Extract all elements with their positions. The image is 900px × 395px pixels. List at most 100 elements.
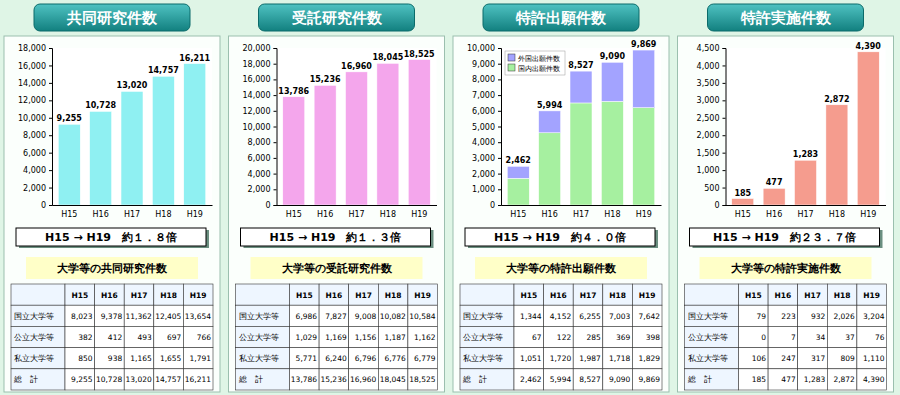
tick-label: 3,000	[697, 96, 720, 105]
tick: 10,000	[18, 114, 52, 123]
data-label: 10,728	[85, 101, 116, 110]
table-text: 13,786	[291, 375, 317, 384]
tick-mark	[274, 174, 277, 175]
table-cell	[183, 326, 213, 347]
y-axis: 01,0002,0003,0004,0005,0006,0007,0008,00…	[467, 44, 502, 210]
plot-area	[726, 48, 886, 205]
table-cell	[768, 348, 798, 369]
table-text: 477	[781, 375, 796, 384]
tick-label: 1,500	[697, 149, 720, 158]
bar-segment	[570, 71, 592, 103]
tick-label: 8,000	[23, 131, 46, 140]
title-banner	[483, 4, 639, 31]
table-title-box	[251, 257, 423, 279]
tick: 4,000	[23, 166, 52, 175]
table-cell	[460, 305, 514, 326]
table-cell	[236, 284, 290, 305]
table-cell	[183, 369, 213, 390]
tick-label: 2,000	[697, 131, 720, 140]
tick: 18,000	[18, 44, 52, 53]
tick: H16	[317, 205, 333, 219]
bar	[283, 97, 305, 205]
table-text: 15,236	[320, 375, 346, 384]
total-label: 5,994	[537, 101, 563, 110]
table-cell	[739, 284, 769, 305]
tick-label: 9,000	[472, 60, 495, 69]
tick: 8,000	[23, 131, 52, 140]
table-cell	[573, 326, 603, 347]
tick-label: 18,000	[243, 60, 271, 69]
y-axis: 05001,0001,5002,0002,5003,0003,5004,0004…	[697, 44, 726, 210]
table-cell	[573, 369, 603, 390]
table-cell	[768, 369, 798, 390]
table-cell	[154, 284, 184, 305]
tick-mark	[723, 205, 726, 206]
tick-mark	[274, 95, 277, 96]
tick-mark	[274, 79, 277, 80]
table-cell	[739, 305, 769, 326]
tick-label: 4,000	[23, 166, 46, 175]
bar-segment	[633, 108, 655, 205]
tick: 2,000	[472, 170, 501, 179]
bar	[857, 52, 879, 205]
tick-label: H15	[735, 210, 751, 219]
table-text: 国立大学等	[239, 312, 279, 321]
data-label: 477	[766, 178, 783, 187]
table-text: 1,156	[355, 333, 377, 342]
tick: 12,000	[18, 96, 52, 105]
x-axis: H15H16H17H18H19	[53, 205, 213, 219]
table-text: 1,720	[550, 354, 572, 363]
table-text: 1,987	[579, 354, 601, 363]
marks	[732, 52, 879, 205]
tick-label: 0	[490, 201, 495, 210]
table-text: 1,791	[190, 354, 212, 363]
tick: 16,000	[243, 75, 277, 84]
tick: H19	[860, 205, 876, 219]
axis-line	[498, 49, 502, 206]
table-text: 私立大学等	[239, 354, 279, 363]
table-text: 398	[646, 333, 661, 342]
table-cell	[290, 369, 320, 390]
tick: 10,000	[243, 123, 277, 132]
table-cell	[514, 305, 544, 326]
title-banner	[259, 4, 415, 31]
table-text: 9,869	[639, 375, 661, 384]
table-cell	[319, 305, 349, 326]
panel-frame	[453, 36, 669, 392]
panel-frame	[229, 36, 445, 392]
table-cell	[378, 369, 408, 390]
tick-label: 14,000	[18, 79, 46, 88]
table-text: 850	[78, 354, 93, 363]
table-cell	[290, 284, 320, 305]
table-cell	[154, 305, 184, 326]
bar-segment	[539, 133, 561, 205]
table-cell	[319, 284, 349, 305]
data-labels: 1854771,2832,8724,390	[734, 42, 881, 198]
tick-label: 3,000	[472, 154, 495, 163]
tick-mark	[723, 135, 726, 136]
data-label: 13,020	[117, 81, 148, 90]
table-cell	[798, 369, 828, 390]
table-text: 6,986	[296, 312, 318, 321]
table-text: 809	[841, 354, 856, 363]
table-cell	[827, 284, 857, 305]
table-cell	[124, 284, 154, 305]
annotation-box	[465, 228, 655, 246]
table-text: 932	[811, 312, 826, 321]
tick: 3,000	[472, 154, 501, 163]
tick: H16	[93, 205, 109, 219]
table-cell	[408, 326, 438, 347]
bar	[346, 72, 368, 205]
tick-label: 500	[704, 184, 719, 193]
tick-label: H19	[411, 210, 427, 219]
tick: 1,000	[472, 185, 501, 194]
data-label: 13,786	[278, 87, 309, 96]
tick-label: 4,500	[697, 44, 720, 53]
table-cell	[349, 305, 379, 326]
chart-title: 受託研究件数	[291, 9, 383, 27]
tick-mark	[498, 95, 501, 96]
data-label: 18,525	[404, 50, 435, 59]
panel: 共同研究件数9,25510,72813,02014,75716,21102,00…	[4, 4, 220, 392]
table-text: 122	[557, 333, 572, 342]
table-cell	[632, 305, 662, 326]
